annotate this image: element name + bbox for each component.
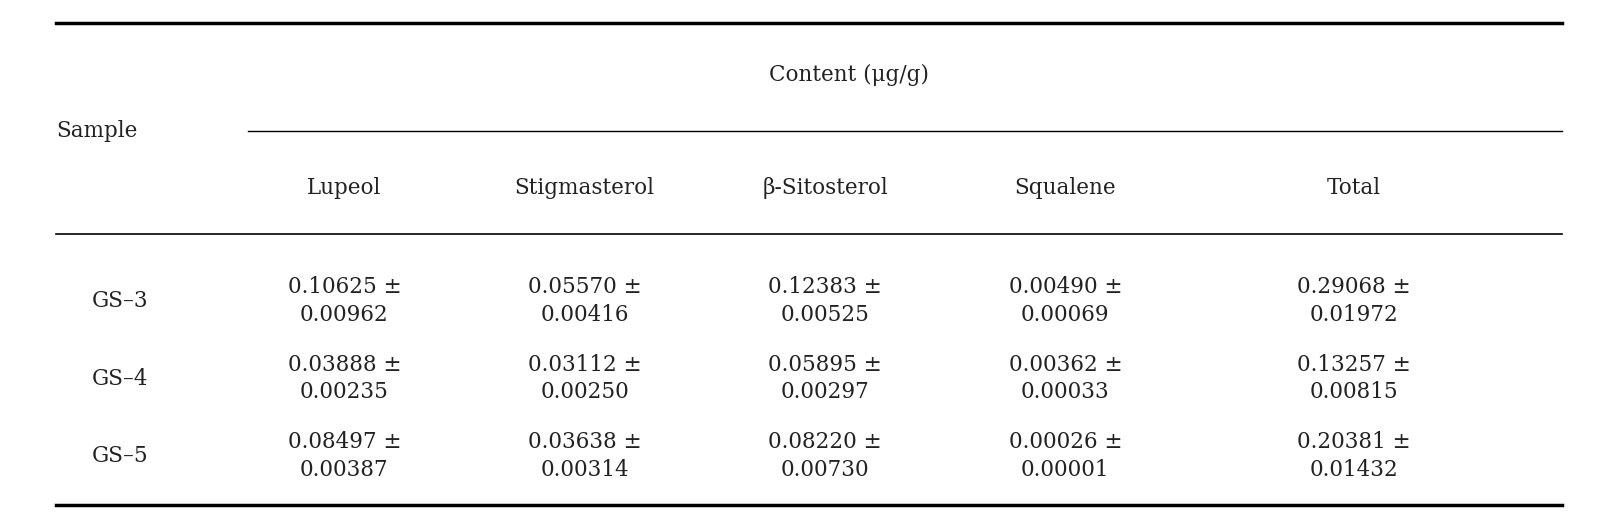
Text: Lupeol: Lupeol bbox=[308, 177, 381, 199]
Text: 0.00026 ±
0.00001: 0.00026 ± 0.00001 bbox=[1009, 431, 1121, 480]
Text: 0.10625 ±
0.00962: 0.10625 ± 0.00962 bbox=[288, 277, 400, 326]
Text: Stigmasterol: Stigmasterol bbox=[514, 177, 655, 199]
Text: 0.05895 ±
0.00297: 0.05895 ± 0.00297 bbox=[767, 354, 883, 403]
Text: 0.08497 ±
0.00387: 0.08497 ± 0.00387 bbox=[288, 431, 400, 480]
Text: 0.20381 ±
0.01432: 0.20381 ± 0.01432 bbox=[1298, 431, 1410, 480]
Text: 0.03638 ±
0.00314: 0.03638 ± 0.00314 bbox=[529, 431, 641, 480]
Text: 0.00490 ±
0.00069: 0.00490 ± 0.00069 bbox=[1009, 277, 1121, 326]
Text: GS–5: GS–5 bbox=[91, 445, 149, 467]
Text: 0.03888 ±
0.00235: 0.03888 ± 0.00235 bbox=[288, 354, 400, 403]
Text: β-Sitosterol: β-Sitosterol bbox=[763, 177, 888, 199]
Text: 0.05570 ±
0.00416: 0.05570 ± 0.00416 bbox=[529, 277, 641, 326]
Text: 0.13257 ±
0.00815: 0.13257 ± 0.00815 bbox=[1296, 354, 1411, 403]
Text: 0.12383 ±
0.00525: 0.12383 ± 0.00525 bbox=[767, 277, 883, 326]
Text: 0.29068 ±
0.01972: 0.29068 ± 0.01972 bbox=[1298, 277, 1410, 326]
Text: GS–4: GS–4 bbox=[91, 368, 149, 389]
Text: Sample: Sample bbox=[56, 121, 138, 142]
Text: 0.03112 ±
0.00250: 0.03112 ± 0.00250 bbox=[529, 354, 641, 403]
Text: Total: Total bbox=[1326, 177, 1381, 199]
Text: 0.00362 ±
0.00033: 0.00362 ± 0.00033 bbox=[1009, 354, 1121, 403]
Text: 0.08220 ±
0.00730: 0.08220 ± 0.00730 bbox=[769, 431, 881, 480]
Text: Content (μg/g): Content (μg/g) bbox=[769, 64, 929, 85]
Text: Squalene: Squalene bbox=[1014, 177, 1117, 199]
Text: GS–3: GS–3 bbox=[91, 290, 149, 312]
